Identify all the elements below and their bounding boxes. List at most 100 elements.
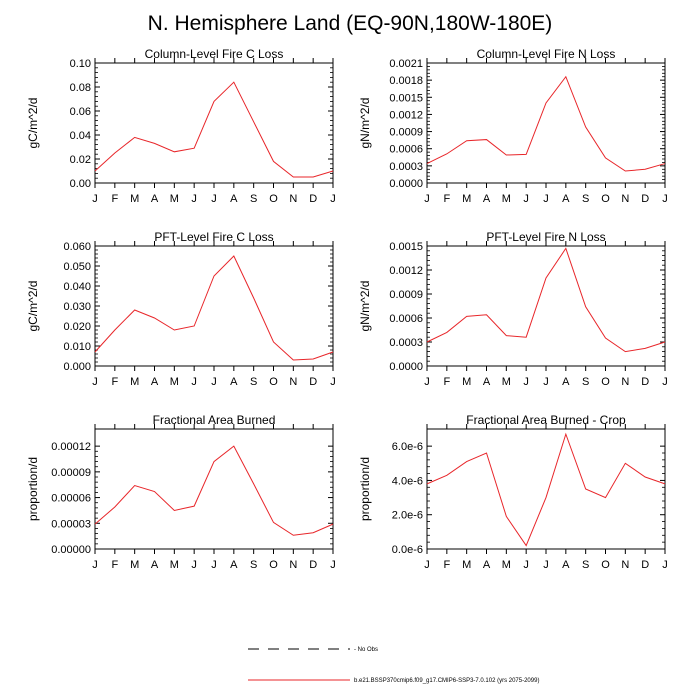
x-tick-label: J bbox=[92, 193, 98, 205]
x-tick-label: J bbox=[211, 376, 217, 388]
x-tick-label: A bbox=[483, 376, 491, 388]
y-tick-label: 0.0018 bbox=[389, 75, 423, 87]
series-line bbox=[426, 75, 666, 172]
y-tick-label: 0.0009 bbox=[389, 289, 423, 301]
x-tick-label: J bbox=[543, 376, 549, 388]
panel-title: PFT-Level Fire N Loss bbox=[486, 230, 605, 244]
plot-frame bbox=[426, 62, 666, 184]
y-tick-label: 2.0e-6 bbox=[392, 510, 423, 522]
x-tick-label: J bbox=[543, 559, 549, 571]
y-tick-label: 0.0012 bbox=[389, 265, 423, 277]
x-tick-label: N bbox=[621, 376, 629, 388]
series-line bbox=[426, 247, 666, 353]
panel-1: Column-Level Fire C Loss 0.00 0.02 0.04 0.06… bbox=[26, 47, 336, 205]
x-tick-label: J bbox=[662, 193, 668, 205]
y-tick-label: 0.0e-6 bbox=[392, 544, 423, 556]
x-tick-label: J bbox=[424, 559, 430, 571]
y-tick-label: 0.0015 bbox=[389, 241, 423, 253]
x-tick-label: M bbox=[462, 193, 471, 205]
x-tick-label: O bbox=[269, 193, 278, 205]
series-line bbox=[94, 255, 334, 361]
y-tick-label: 0.0000 bbox=[389, 361, 423, 373]
y-tick-label: 0.00 bbox=[70, 178, 91, 190]
series-line bbox=[94, 445, 334, 536]
x-tick-label: J bbox=[523, 193, 529, 205]
x-tick-label: A bbox=[230, 559, 238, 571]
y-tick-label: 0.0021 bbox=[389, 58, 423, 70]
y-tick-label: 0.020 bbox=[63, 321, 91, 333]
x-tick-label: D bbox=[641, 193, 649, 205]
x-tick-label: M bbox=[170, 559, 179, 571]
x-tick-label: N bbox=[289, 376, 297, 388]
series-line bbox=[94, 81, 334, 178]
x-tick-label: A bbox=[230, 193, 238, 205]
y-tick-label: 0.0015 bbox=[389, 92, 423, 104]
y-tick-label: 0.04 bbox=[70, 130, 91, 142]
y-axis-label: proportion/d bbox=[358, 457, 372, 521]
y-tick-label: 0.0006 bbox=[389, 144, 423, 156]
panel-title: PFT-Level Fire C Loss bbox=[154, 230, 273, 244]
panel-5: Fractional Area Burned 0.00000 0.00003 0.00… bbox=[26, 413, 336, 571]
y-tick-label: 0.00006 bbox=[51, 493, 91, 505]
y-tick-label: 0.0003 bbox=[389, 337, 423, 349]
x-tick-label: D bbox=[641, 559, 649, 571]
y-tick-label: 0.02 bbox=[70, 154, 91, 166]
y-tick-label: 0.0012 bbox=[389, 109, 423, 121]
panel-title: Column-Level Fire C Loss bbox=[145, 47, 284, 61]
x-tick-label: A bbox=[230, 376, 238, 388]
x-tick-label: J bbox=[92, 376, 98, 388]
y-tick-label: 0.060 bbox=[63, 241, 91, 253]
x-tick-label: F bbox=[443, 559, 450, 571]
x-tick-label: M bbox=[502, 193, 511, 205]
x-tick-label: D bbox=[309, 559, 317, 571]
x-tick-label: S bbox=[582, 376, 589, 388]
x-tick-label: F bbox=[111, 559, 118, 571]
x-tick-label: J bbox=[662, 376, 668, 388]
x-tick-label: A bbox=[483, 193, 491, 205]
plot-frame bbox=[94, 62, 334, 184]
panel-6: Fractional Area Burned - Crop 0.0e-6 2.0e-… bbox=[358, 413, 668, 571]
plot-frame bbox=[94, 428, 334, 550]
x-tick-label: F bbox=[111, 376, 118, 388]
x-tick-label: S bbox=[582, 559, 589, 571]
x-tick-label: O bbox=[601, 193, 610, 205]
x-tick-label: N bbox=[621, 193, 629, 205]
x-tick-label: J bbox=[424, 193, 430, 205]
y-axis-label: gC/m^2/d bbox=[26, 281, 40, 332]
x-tick-label: S bbox=[250, 193, 257, 205]
figure-title: N. Hemisphere Land (EQ-90N,180W-180E) bbox=[147, 12, 553, 35]
x-tick-label: O bbox=[269, 376, 278, 388]
x-tick-label: M bbox=[462, 376, 471, 388]
x-tick-label: N bbox=[289, 559, 297, 571]
x-tick-label: M bbox=[130, 559, 139, 571]
panel-4: PFT-Level Fire N Loss 0.0000 0.0003 0.0006 0… bbox=[358, 230, 668, 388]
panel-title: Fractional Area Burned bbox=[153, 413, 276, 427]
x-tick-label: O bbox=[601, 559, 610, 571]
y-tick-label: 0.0006 bbox=[389, 313, 423, 325]
plot-frame bbox=[426, 245, 666, 367]
y-tick-label: 0.10 bbox=[70, 58, 91, 70]
plot-frame bbox=[94, 245, 334, 367]
y-tick-label: 0.050 bbox=[63, 261, 91, 273]
x-tick-label: J bbox=[191, 193, 197, 205]
legend: - No Obs b.e21.BSSP370cmip6.f09_g17.CMIP6… bbox=[248, 647, 539, 684]
legend-label-case: b.e21.BSSP370cmip6.f09_g17.CMIP6-SSP3-7.… bbox=[354, 678, 539, 684]
x-tick-label: M bbox=[130, 376, 139, 388]
x-tick-label: A bbox=[151, 193, 159, 205]
y-tick-label: 0.0009 bbox=[389, 127, 423, 139]
x-tick-label: J bbox=[330, 376, 336, 388]
x-tick-label: F bbox=[111, 193, 118, 205]
x-tick-label: J bbox=[211, 559, 217, 571]
x-tick-label: M bbox=[130, 193, 139, 205]
panel-3: PFT-Level Fire C Loss 0.000 0.010 0.020 0.03… bbox=[26, 230, 336, 388]
x-tick-label: J bbox=[424, 376, 430, 388]
x-tick-label: A bbox=[562, 193, 570, 205]
x-tick-label: S bbox=[250, 559, 257, 571]
x-tick-label: S bbox=[582, 193, 589, 205]
x-tick-label: J bbox=[330, 193, 336, 205]
x-tick-label: O bbox=[601, 376, 610, 388]
x-tick-label: M bbox=[502, 376, 511, 388]
y-tick-label: 0.00012 bbox=[51, 441, 91, 453]
y-tick-label: 0.0003 bbox=[389, 161, 423, 173]
